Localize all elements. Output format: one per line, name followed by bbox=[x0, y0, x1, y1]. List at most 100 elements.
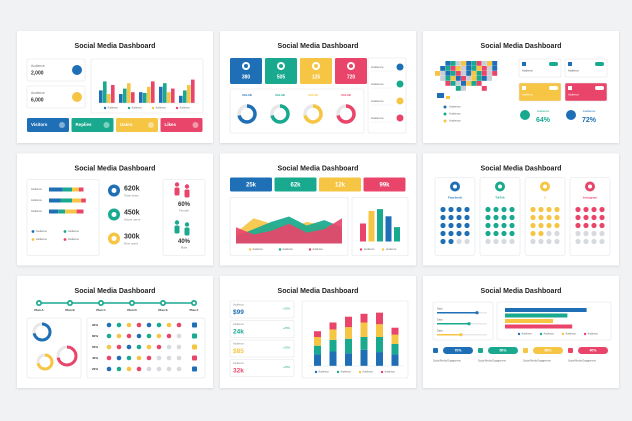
dot bbox=[485, 214, 491, 221]
column bbox=[524, 177, 566, 256]
dot bbox=[146, 366, 152, 372]
legend-label: Audience bbox=[385, 371, 396, 374]
label: Audience bbox=[371, 82, 384, 86]
icon bbox=[522, 86, 526, 90]
dot bbox=[166, 355, 172, 361]
map-region bbox=[487, 76, 492, 81]
dot bbox=[126, 355, 132, 361]
label: 20% bbox=[92, 367, 98, 371]
dot bbox=[440, 230, 446, 237]
dot bbox=[538, 206, 544, 213]
label: TikTok bbox=[495, 195, 505, 199]
map-region bbox=[435, 71, 440, 76]
map-region bbox=[466, 81, 472, 86]
card-value: 720 bbox=[347, 74, 356, 80]
dot bbox=[456, 238, 462, 245]
label: Male bbox=[181, 245, 188, 249]
dot bbox=[599, 214, 605, 221]
dot bbox=[464, 230, 470, 237]
bar-segment bbox=[72, 198, 82, 203]
bar-segment bbox=[360, 337, 368, 350]
dot bbox=[554, 222, 560, 229]
toggle bbox=[549, 86, 558, 90]
dot bbox=[156, 333, 162, 339]
dot bbox=[546, 230, 552, 237]
label: Audience bbox=[583, 109, 596, 113]
donut-arc bbox=[32, 322, 52, 342]
progress bbox=[437, 312, 477, 314]
legend-swatch bbox=[583, 332, 587, 336]
label: Audience bbox=[449, 105, 461, 109]
legend-label: Audience bbox=[588, 333, 599, 336]
stat-value: 32k bbox=[233, 368, 244, 375]
bar bbox=[377, 209, 383, 242]
donut-arc bbox=[270, 104, 290, 124]
map-region bbox=[466, 66, 472, 71]
dot bbox=[509, 206, 515, 213]
dot bbox=[116, 366, 122, 372]
dot bbox=[583, 222, 589, 229]
bar-segment bbox=[72, 187, 79, 192]
label: Audience bbox=[31, 64, 45, 68]
icon bbox=[478, 348, 483, 353]
dot bbox=[575, 238, 581, 245]
dot bbox=[456, 222, 462, 229]
label: VALUE bbox=[308, 93, 318, 97]
panel bbox=[26, 317, 82, 379]
map-region bbox=[437, 93, 444, 98]
panel bbox=[26, 58, 86, 82]
bar bbox=[131, 92, 135, 103]
legend-swatch bbox=[63, 230, 67, 233]
label: Audience bbox=[522, 93, 533, 97]
bar bbox=[187, 85, 191, 103]
label: Plan A bbox=[34, 308, 44, 312]
label: Audience bbox=[233, 303, 244, 307]
slide-title: Social Media Dashboard bbox=[75, 43, 156, 50]
card-value: 62k bbox=[290, 183, 301, 189]
map-region bbox=[476, 61, 482, 66]
legend-label: Audience bbox=[522, 333, 533, 336]
map-region bbox=[492, 66, 498, 71]
label: X bbox=[544, 195, 546, 199]
map-region bbox=[471, 76, 477, 81]
bar-segment bbox=[345, 327, 352, 339]
bar-segment bbox=[329, 339, 337, 352]
dot bbox=[464, 206, 470, 213]
dot bbox=[530, 222, 536, 229]
legend-swatch bbox=[381, 248, 385, 251]
label: Data bbox=[437, 307, 443, 311]
map-region bbox=[450, 71, 456, 76]
legend-label: Audience bbox=[68, 229, 79, 233]
label: +25% bbox=[283, 326, 291, 330]
dot bbox=[575, 206, 581, 213]
legend-swatch bbox=[539, 332, 543, 336]
panel bbox=[229, 339, 295, 358]
dot bbox=[509, 214, 515, 221]
legend-label: Audience bbox=[544, 333, 555, 336]
dot bbox=[106, 333, 112, 339]
map-region bbox=[476, 66, 482, 71]
bar-segment bbox=[345, 316, 352, 328]
legend-swatch bbox=[63, 238, 67, 241]
dot bbox=[493, 238, 499, 245]
dot bbox=[583, 206, 589, 213]
bar-segment bbox=[345, 353, 352, 366]
bar bbox=[183, 90, 187, 103]
panel bbox=[229, 88, 365, 134]
gender-value: 40% bbox=[178, 239, 191, 245]
map-region bbox=[445, 81, 451, 86]
map-region bbox=[461, 86, 466, 91]
slide-title: Social Media Dashboard bbox=[481, 288, 562, 295]
bar-segment bbox=[329, 329, 337, 340]
icon bbox=[59, 122, 65, 128]
timeline-node bbox=[99, 301, 103, 305]
dot bbox=[136, 366, 142, 372]
badge-value: 40% bbox=[589, 349, 597, 353]
panel bbox=[229, 320, 295, 338]
toggle-card bbox=[564, 82, 608, 102]
dot bbox=[156, 366, 162, 372]
pill bbox=[578, 347, 608, 354]
dot bbox=[599, 206, 605, 213]
dot bbox=[456, 230, 462, 237]
dot bbox=[546, 214, 552, 221]
